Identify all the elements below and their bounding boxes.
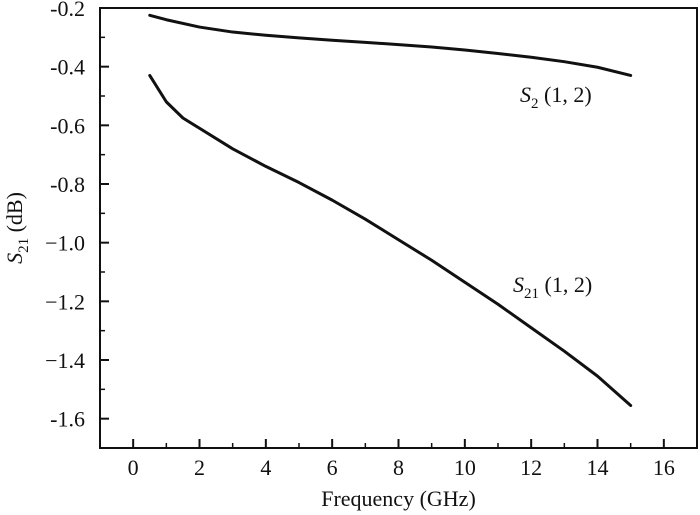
series-line-s21 <box>148 73 633 407</box>
y-tick-label: −1.0 <box>45 231 85 256</box>
x-tick-label: 14 <box>587 455 609 480</box>
y-axis-ticks: -0.2 -0.4 -0.6 -0.8 −1.0 −1.2 −1.4 -1.6 <box>45 0 109 449</box>
y-tick-label: -0.2 <box>50 0 85 21</box>
y-tick-label: -0.4 <box>50 55 85 80</box>
y-tick-label: -0.8 <box>50 172 85 197</box>
y-axis-label-subscript: 21 <box>16 238 32 253</box>
x-tick-label: 2 <box>194 455 205 480</box>
series-layer <box>148 13 633 407</box>
x-tick-label: 10 <box>454 455 476 480</box>
y-tick-label: −1.2 <box>45 289 85 314</box>
x-tick-label: 6 <box>327 455 338 480</box>
y-axis-label: S21 (dB) <box>2 192 32 264</box>
y-tick-label: −1.4 <box>45 348 85 373</box>
x-tick-label: 8 <box>393 455 404 480</box>
y-tick-label: -0.6 <box>50 113 85 138</box>
series-line-s2 <box>148 13 633 77</box>
series-label-s21: S21 (1, 2) <box>513 272 592 302</box>
y-tick-label: -1.6 <box>50 407 85 432</box>
x-axis-ticks: 0 2 4 6 8 10 12 14 16 <box>99 439 698 480</box>
plot-frame <box>99 7 698 449</box>
x-tick-label: 4 <box>260 455 271 480</box>
series-label-s2: S2 (1, 2) <box>520 82 592 112</box>
x-axis-label: Frequency (GHz) <box>321 486 476 511</box>
x-tick-label: 12 <box>520 455 542 480</box>
y-axis-label-unit: (dB) <box>2 192 27 238</box>
x-tick-label: 16 <box>653 455 675 480</box>
y-axis-label-symbol: S <box>2 253 27 264</box>
x-tick-label: 0 <box>128 455 139 480</box>
